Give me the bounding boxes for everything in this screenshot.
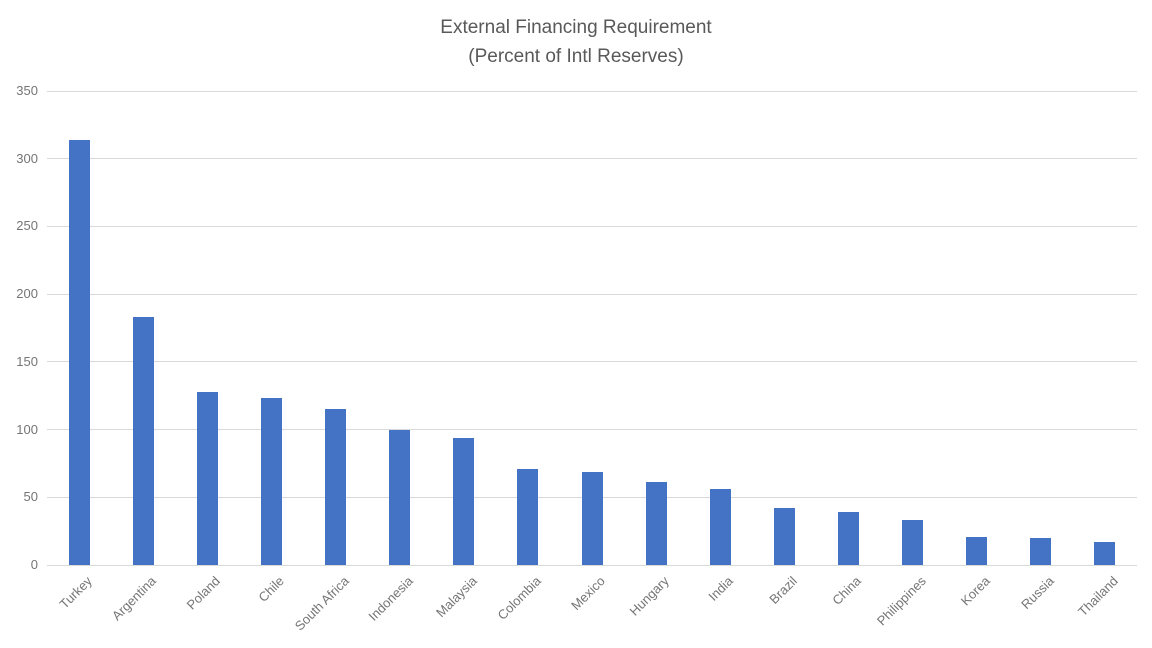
y-tick-label: 0: [30, 557, 38, 572]
x-tick-label: China: [829, 573, 865, 608]
bar-poland: [196, 391, 218, 565]
y-tick-label: 50: [23, 489, 38, 505]
bar-argentina: [132, 317, 154, 565]
bar-turkey: [68, 139, 90, 565]
x-tick-label: India: [705, 573, 737, 604]
gridline: [47, 564, 1137, 566]
chart-title: External Financing Requirement: [440, 17, 712, 38]
bar-mexico: [581, 471, 603, 565]
gridline: [47, 158, 1137, 160]
x-tick-label: Hungary: [626, 573, 673, 619]
x-tick-label: Mexico: [568, 573, 608, 614]
gridline: [47, 429, 1137, 431]
chart-title-block: External Financing Requirement (Percent …: [0, 13, 1152, 71]
gridline: [47, 225, 1137, 227]
bar-brazil: [773, 508, 795, 565]
y-tick-label: 250: [16, 218, 38, 234]
x-tick-label: Korea: [957, 573, 993, 609]
x-tick-label: Argentina: [109, 573, 160, 624]
y-tick-label: 300: [16, 150, 38, 166]
bar-russia: [1030, 537, 1052, 565]
bar-china: [837, 512, 859, 565]
x-tick-label: Brazil: [766, 573, 801, 607]
y-tick-label: 200: [16, 286, 38, 302]
y-tick-label: 150: [16, 353, 38, 369]
gridline: [47, 361, 1137, 363]
bar-hungary: [645, 482, 667, 565]
bar-colombia: [517, 468, 539, 565]
bar-south-africa: [325, 409, 347, 565]
y-tick-label: 100: [16, 421, 38, 437]
x-tick-label: Poland: [183, 573, 224, 613]
x-tick-label: Philippines: [873, 573, 929, 629]
bar-malaysia: [453, 437, 475, 565]
x-tick-label: Chile: [255, 573, 288, 605]
x-tick-label: Thailand: [1074, 573, 1121, 620]
y-tick-label: 350: [16, 83, 38, 98]
bar-philippines: [902, 520, 924, 565]
x-tick-label: Indonesia: [365, 573, 416, 624]
bar-indonesia: [389, 429, 411, 565]
x-tick-label: Russia: [1017, 573, 1057, 613]
x-tick-label: Malaysia: [432, 573, 480, 621]
x-tick-label: Turkey: [56, 573, 95, 612]
x-tick-label: South Africa: [291, 573, 352, 634]
gridline: [47, 90, 1137, 92]
gridline: [47, 293, 1137, 295]
chart-subtitle: (Percent of Intl Reserves): [468, 46, 684, 67]
bar-chile: [260, 398, 282, 565]
bar-thailand: [1094, 541, 1116, 565]
bar-korea: [966, 536, 988, 565]
bar-india: [709, 489, 731, 565]
x-tick-label: Colombia: [494, 573, 544, 623]
